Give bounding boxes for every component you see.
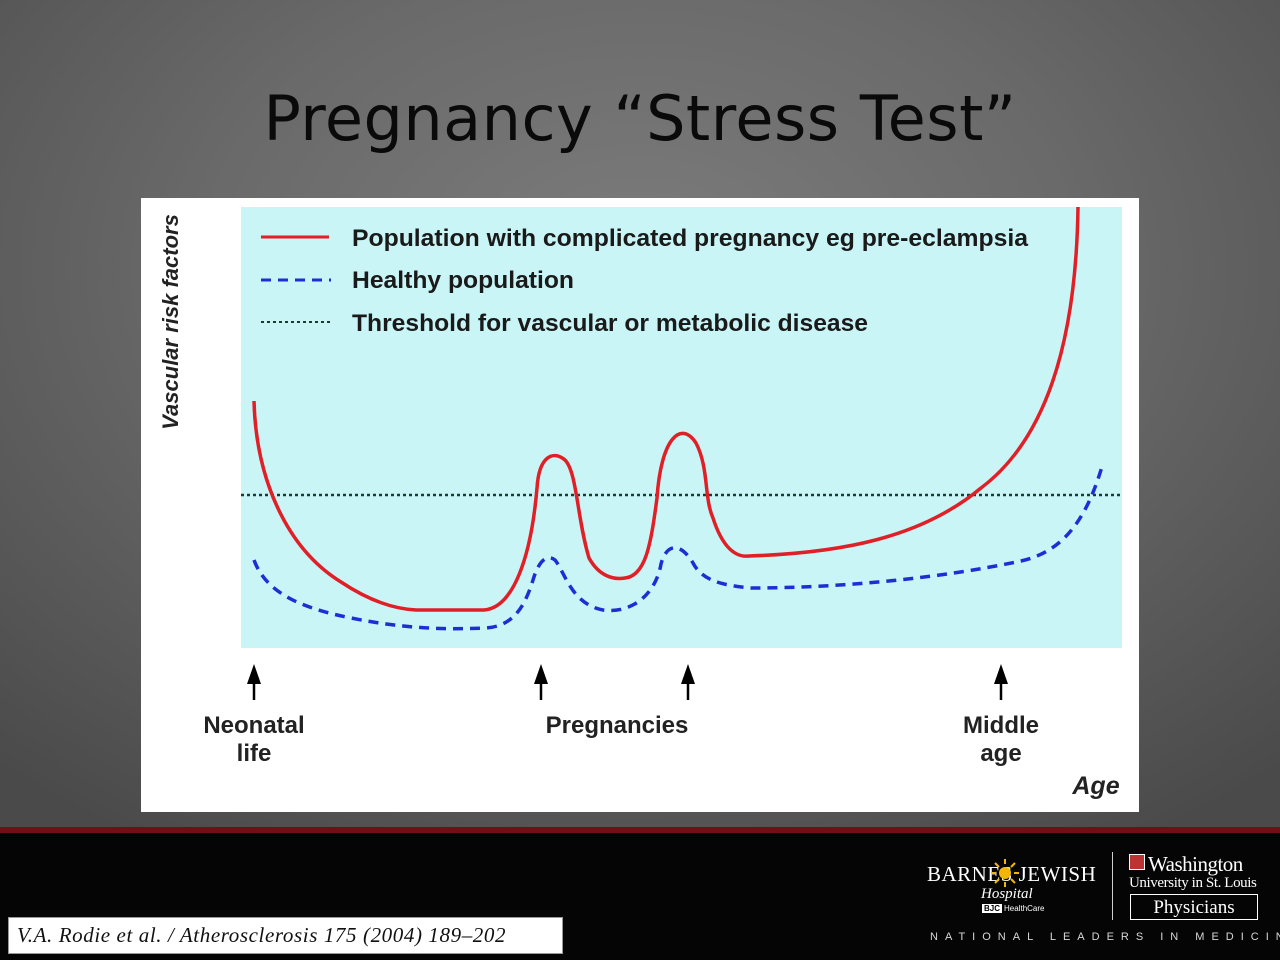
logo-divider <box>1112 852 1113 920</box>
arrow-middle-age <box>994 664 1008 700</box>
wustl-name: Washington <box>1129 852 1243 877</box>
risk-diagram: Vascular risk factors Population with co… <box>141 198 1139 812</box>
bjh-healthcare: BJC HealthCare <box>982 904 1044 913</box>
wustl-university: University in St. Louis <box>1129 875 1257 891</box>
legend-label-complicated: Population with complicated pregnancy eg… <box>352 225 1029 252</box>
label-middle: Middle <box>963 712 1039 739</box>
legend-label-healthy: Healthy population <box>352 267 574 294</box>
risk-diagram-svg: Vascular risk factors Population with co… <box>158 206 1122 800</box>
x-axis-label: Age <box>1071 772 1119 800</box>
wustl-name-text: Washington <box>1148 852 1243 876</box>
y-axis-label: Vascular risk factors <box>158 214 183 430</box>
arrow-neonatal <box>247 664 261 700</box>
label-age-marker: age <box>980 740 1021 767</box>
wustl-physicians: Physicians <box>1130 894 1258 920</box>
label-pregnancies: Pregnancies <box>546 712 689 739</box>
healthy-population-curve <box>252 462 1105 631</box>
plot-area <box>241 207 1122 648</box>
complicated-pregnancy-curve <box>252 206 1080 612</box>
arrow-pregnancy-1 <box>534 664 548 700</box>
shield-icon <box>1129 854 1145 870</box>
citation: V.A. Rodie et al. / Atherosclerosis 175 … <box>8 917 563 954</box>
arrow-pregnancy-2 <box>681 664 695 700</box>
label-life: life <box>237 740 272 767</box>
bjc-healthcare-text: HealthCare <box>1004 904 1045 913</box>
slide-title: Pregnancy “Stress Test” <box>263 82 1017 155</box>
bjh-hospital: Hospital <box>981 886 1033 902</box>
tagline: NATIONAL LEADERS IN MEDICINE <box>930 931 1280 943</box>
footer-divider-line <box>0 827 1280 833</box>
legend-label-threshold: Threshold for vascular or metabolic dise… <box>352 310 868 337</box>
sun-icon <box>991 859 1019 887</box>
bjc-badge: BJC <box>982 904 1003 913</box>
label-neonatal: Neonatal <box>203 712 304 739</box>
